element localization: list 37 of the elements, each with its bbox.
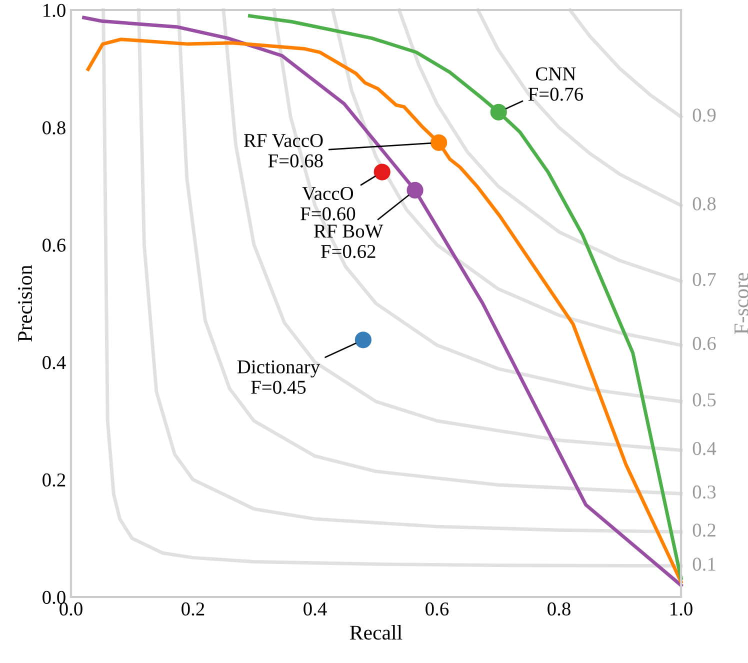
x-tick-label: 0.8 <box>548 602 570 616</box>
point <box>490 104 507 120</box>
x-tick-label: 1.0 <box>670 602 692 616</box>
x-tick-label: 0.2 <box>182 602 204 616</box>
series-label: 0.3 <box>692 485 716 499</box>
annotation: CNN F=0.76 <box>528 67 584 101</box>
point <box>354 332 372 348</box>
annotation: RF VaccO F=0.68 <box>244 134 323 168</box>
series-label: 0.1 <box>692 558 716 571</box>
y-tick-label: 0.2 <box>42 473 66 487</box>
series-label: 0.5 <box>692 393 716 406</box>
y-axis-title: Precision <box>18 265 32 342</box>
series-label: 0.7 <box>692 272 716 286</box>
x-tick-label: 0.6 <box>426 602 449 616</box>
line-series <box>222 8 683 452</box>
y-tick-label: 0.6 <box>42 238 66 252</box>
line-series <box>476 8 683 208</box>
point <box>430 134 448 151</box>
annotation: Dictionary F=0.45 <box>237 360 320 394</box>
y2-axis-title: F-score <box>734 272 748 334</box>
point <box>406 182 424 199</box>
y-tick-label: 0.0 <box>42 590 66 604</box>
series-label: 0.2 <box>692 524 716 537</box>
point <box>374 164 390 180</box>
x-tick-label: 0.4 <box>304 602 327 616</box>
y-tick-label: 0.8 <box>42 121 66 134</box>
y-tick-label: 1.0 <box>44 4 66 18</box>
y-tick-label: 0.4 <box>42 356 66 370</box>
x-tick-label: 0.0 <box>60 602 82 616</box>
series-label: 0.6 <box>692 336 716 350</box>
series-label: 0.4 <box>692 442 716 456</box>
annotation: VaccO F=0.60 <box>300 186 356 220</box>
series-label: 0.9 <box>692 108 716 122</box>
x-axis-title: Recall <box>350 625 402 640</box>
series-label: 0.8 <box>692 197 716 210</box>
annotation: RF BoW F=0.62 <box>314 224 384 258</box>
line-series <box>397 8 683 283</box>
